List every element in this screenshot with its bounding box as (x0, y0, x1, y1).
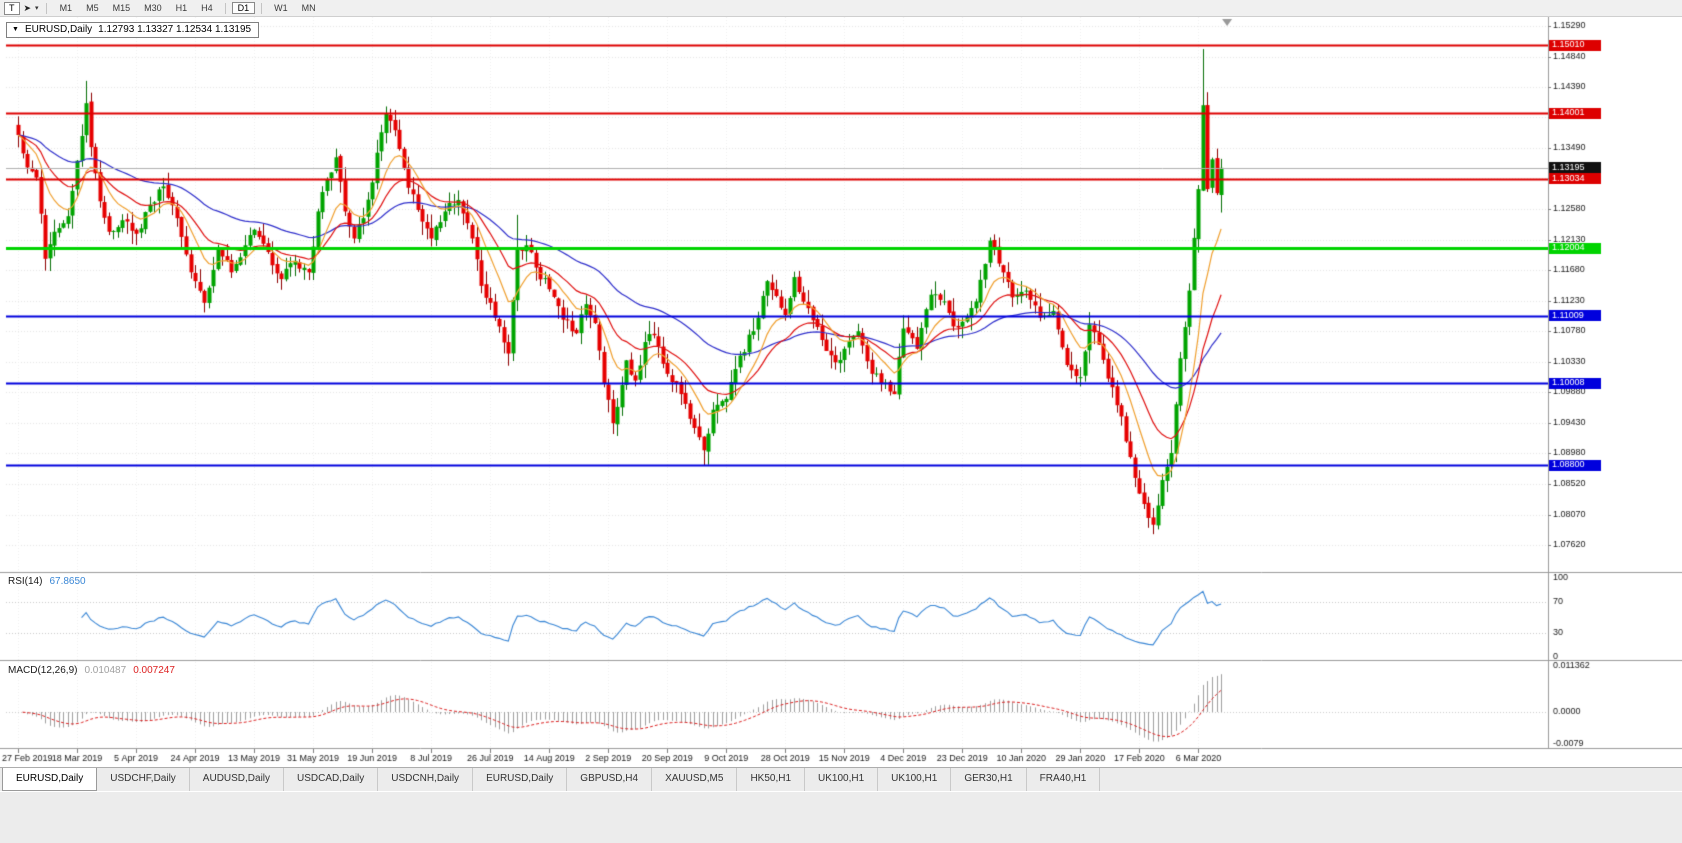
timeframe-button-group: M1 M5 M15 M30 H1 H4 D1 W1 MN (54, 2, 322, 14)
chart-tab-12-fra40-h1[interactable]: FRA40,H1 (1027, 768, 1101, 791)
timeframe-button-m1[interactable]: M1 (59, 3, 73, 13)
chart-ohlc-values: 1.12793 1.13327 1.12534 1.13195 (98, 24, 252, 35)
timeframe-button-h4[interactable]: H4 (201, 3, 213, 13)
chart-title-box[interactable]: ▼ EURUSD,Daily 1.12793 1.13327 1.12534 1… (6, 22, 260, 38)
tool-dropdown-caret-icon[interactable]: ▾ (35, 5, 39, 12)
chart-menu-arrow-icon[interactable]: ▼ (12, 26, 19, 33)
text-tool-button[interactable]: T (4, 1, 20, 15)
chart-symbol-period: EURUSD,Daily (24, 24, 93, 35)
rsi-name: RSI(14) (8, 576, 43, 587)
chart-tab-2-audusd-daily[interactable]: AUDUSD,Daily (190, 768, 285, 791)
chart-tab-3-usdcad-daily[interactable]: USDCAD,Daily (284, 768, 379, 791)
price-chart-canvas[interactable] (0, 17, 1682, 767)
timeframe-button-d1[interactable]: D1 (231, 2, 256, 14)
chart-tab-5-eurusd-daily[interactable]: EURUSD,Daily (473, 768, 568, 791)
toolbar-separator (224, 2, 226, 14)
chart-tab-6-gbpusd-h4[interactable]: GBPUSD,H4 (567, 768, 653, 791)
toolbar-separator (261, 2, 263, 14)
macd-name: MACD(12,26,9) (8, 665, 78, 676)
timeframe-button-h1[interactable]: H1 (175, 3, 188, 13)
macd-indicator-label: MACD(12,26,9) 0.010487 0.007247 (8, 665, 175, 676)
top-toolbar: T ➤ ▾ M1 M5 M15 M30 H1 H4 D1 W1 MN (0, 0, 1682, 17)
rsi-indicator-label: RSI(14) 67.8650 (8, 576, 86, 587)
rsi-value: 67.8650 (49, 576, 86, 587)
chart-tab-1-usdchf-daily[interactable]: USDCHF,Daily (97, 768, 190, 791)
chart-tabs-bar: EURUSD,Daily USDCHF,Daily AUDUSD,Daily USDC… (0, 767, 1682, 791)
cursor-tool-icon[interactable]: ➤ (23, 2, 32, 13)
chart-window: ▼ EURUSD,Daily 1.12793 1.13327 1.12534 1… (0, 17, 1682, 767)
status-bar (0, 791, 1682, 843)
chart-tab-11-ger30-h1[interactable]: GER30,H1 (951, 768, 1027, 791)
timeframe-button-m15[interactable]: M15 (112, 3, 131, 13)
toolbar-separator (45, 2, 47, 14)
timeframe-button-w1[interactable]: W1 (274, 3, 288, 13)
chart-tab-7-xauusd-m5[interactable]: XAUUSD,M5 (652, 768, 738, 791)
chart-tab-10-uk100-h1[interactable]: UK100,H1 (878, 768, 952, 791)
timeframe-button-mn[interactable]: MN (301, 3, 316, 13)
chart-tab-4-usdcnh-daily[interactable]: USDCNH,Daily (378, 768, 474, 791)
timeframe-button-m30[interactable]: M30 (144, 3, 162, 13)
chart-tab-0-eurusd-daily[interactable]: EURUSD,Daily (2, 768, 98, 791)
macd-value: 0.010487 (84, 665, 127, 676)
chart-tab-8-hk50-h1[interactable]: HK50,H1 (737, 768, 806, 791)
macd-signal-value: 0.007247 (133, 665, 175, 676)
chart-tab-9-uk100-h1[interactable]: UK100,H1 (805, 768, 879, 791)
timeframe-button-m5[interactable]: M5 (86, 3, 99, 13)
